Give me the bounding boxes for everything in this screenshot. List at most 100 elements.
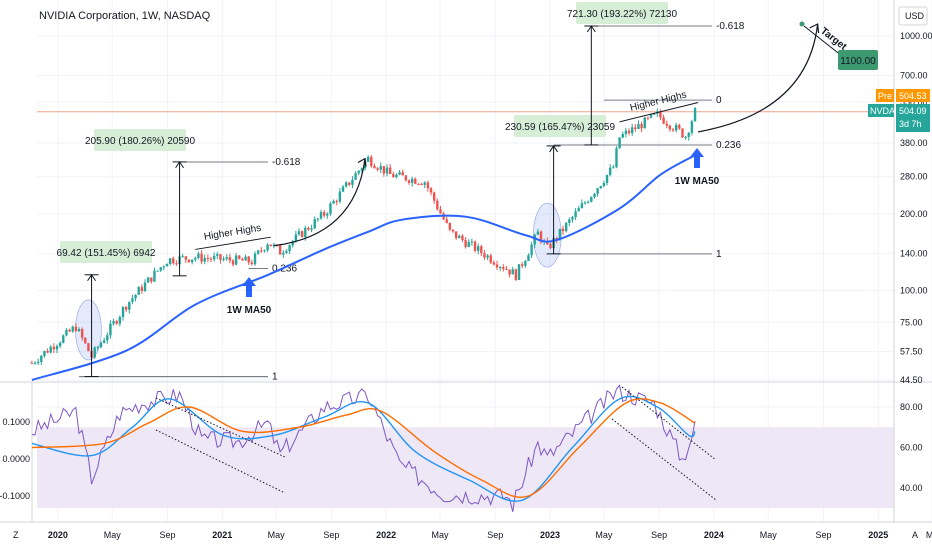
candle-body bbox=[33, 362, 37, 364]
fib-level-label: 0 bbox=[716, 95, 722, 106]
candle-body bbox=[539, 231, 543, 243]
measurement-tools: 69.42 (151.45%) 6942 205.90 (180.26%) 205… bbox=[57, 2, 677, 378]
time-tick-label: Sep bbox=[815, 530, 831, 540]
candle-body bbox=[187, 259, 191, 263]
oscillator-left-tick: 0.0000 bbox=[2, 454, 30, 464]
fast-average-line bbox=[31, 395, 696, 502]
time-tick-label: May bbox=[595, 530, 613, 540]
candle-body bbox=[363, 161, 367, 169]
measure-label-box bbox=[514, 115, 606, 137]
candle-body bbox=[55, 346, 59, 350]
candle-body bbox=[87, 343, 90, 352]
candle-body bbox=[652, 113, 656, 115]
candle-body bbox=[96, 347, 100, 349]
candle-body bbox=[517, 264, 521, 280]
candle-body bbox=[530, 244, 533, 256]
candle-body bbox=[326, 213, 329, 216]
price-tick-label: 380.00 bbox=[900, 138, 928, 148]
pre-tag-label: Pre bbox=[878, 91, 892, 101]
candle-body bbox=[596, 188, 599, 194]
candle-body bbox=[690, 121, 694, 133]
candle-body bbox=[307, 227, 310, 230]
candle-body bbox=[247, 256, 250, 263]
candle-body bbox=[112, 321, 115, 324]
candle-body bbox=[40, 355, 43, 362]
candle-body bbox=[43, 350, 46, 356]
oscillator-right-tick: 60.00 bbox=[900, 443, 923, 453]
candle-body bbox=[448, 222, 452, 230]
candle-body bbox=[630, 127, 634, 134]
candle-body bbox=[212, 255, 216, 260]
candle-body bbox=[489, 255, 492, 263]
candle-body bbox=[216, 254, 219, 256]
candle-body bbox=[168, 258, 172, 264]
candle-body bbox=[693, 108, 697, 122]
candle-body bbox=[687, 132, 690, 137]
candle-body bbox=[351, 179, 354, 185]
slow-average-line bbox=[31, 398, 696, 498]
fib-level-label: 0.236 bbox=[716, 140, 741, 151]
candle-body bbox=[150, 277, 153, 282]
currency-box[interactable] bbox=[898, 6, 928, 26]
candle-body bbox=[583, 202, 587, 204]
candle-body bbox=[278, 245, 282, 255]
oscillator-trendline bbox=[155, 397, 286, 458]
price-tick-label: 700.00 bbox=[900, 70, 928, 80]
candle-body bbox=[322, 212, 326, 216]
symbol-tag-label: NVDA bbox=[870, 106, 895, 116]
candle-body bbox=[524, 260, 527, 266]
candle-body bbox=[549, 244, 552, 249]
candle-body bbox=[451, 229, 455, 232]
candle-body bbox=[634, 127, 637, 129]
candle-body bbox=[181, 256, 184, 258]
candle-body bbox=[71, 326, 74, 332]
candle-body bbox=[162, 266, 166, 268]
candle-body bbox=[253, 253, 257, 265]
candle-body bbox=[376, 168, 379, 170]
candle-body bbox=[511, 269, 514, 275]
candle-body bbox=[36, 361, 40, 363]
candle-body bbox=[304, 227, 307, 238]
candle-body bbox=[423, 182, 426, 185]
candle-body bbox=[137, 287, 140, 295]
measure-arrow bbox=[87, 273, 96, 282]
price-tags: Pre 504.53 NVDA 504.09 3d 7h bbox=[868, 89, 930, 132]
time-tick-label: 2021 bbox=[212, 530, 232, 540]
candle-body bbox=[520, 264, 524, 266]
candle-body bbox=[674, 124, 678, 131]
candle-body bbox=[256, 250, 260, 254]
candle-body bbox=[250, 262, 254, 265]
candle-body bbox=[495, 264, 499, 268]
time-tick-label: 2025 bbox=[868, 530, 888, 540]
candle-body bbox=[461, 235, 464, 241]
candle-body bbox=[49, 346, 52, 353]
candle-body bbox=[678, 124, 681, 129]
ma50-label: 1W MA50 bbox=[675, 176, 720, 187]
candle-body bbox=[332, 200, 335, 204]
candle-body bbox=[404, 175, 408, 181]
candle-body bbox=[84, 337, 87, 344]
candle-body bbox=[341, 186, 345, 192]
candle-body bbox=[344, 182, 348, 187]
candle-body bbox=[99, 342, 103, 348]
candle-body bbox=[131, 298, 134, 302]
oscillator-trendline bbox=[155, 429, 286, 494]
fib-level-label: -0.618 bbox=[716, 21, 745, 32]
time-tick-label: Ma bbox=[926, 530, 932, 540]
candle-body bbox=[102, 340, 106, 343]
candle-body bbox=[354, 173, 357, 180]
pre-tag-box bbox=[876, 89, 894, 102]
time-tick-label: May bbox=[104, 530, 122, 540]
timezone-icon[interactable]: Z bbox=[13, 530, 19, 540]
price-tick-label: 200.00 bbox=[900, 209, 928, 219]
time-tick-label: 2020 bbox=[48, 530, 68, 540]
candle-body bbox=[473, 241, 477, 251]
scale-auto-icon[interactable]: A bbox=[912, 530, 918, 540]
candle-body bbox=[640, 124, 643, 129]
time-tick-label: May bbox=[760, 530, 778, 540]
candle-body bbox=[241, 258, 244, 261]
candle-body bbox=[602, 182, 606, 187]
